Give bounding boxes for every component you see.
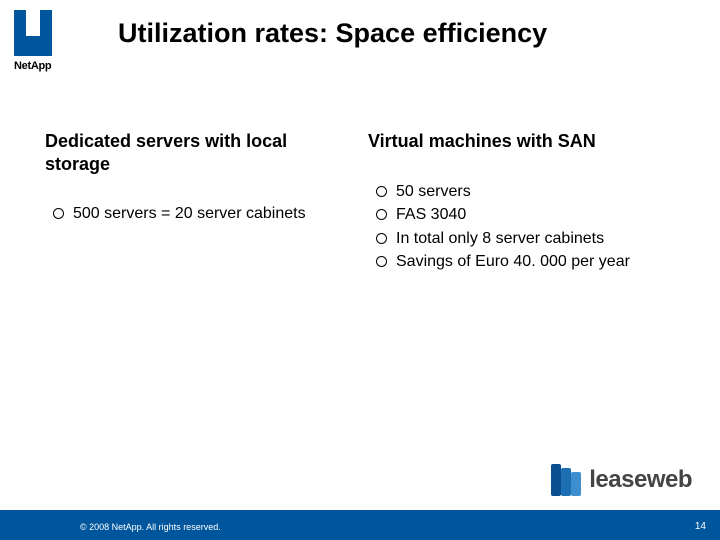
footer-copyright: © 2008 NetApp. All rights reserved. [80,522,221,532]
netapp-logo: NetApp [14,10,74,72]
list-item: Savings of Euro 40. 000 per year [396,251,688,273]
right-column: Virtual machines with SAN 50 servers FAS… [368,130,688,275]
slide: NetApp Utilization rates: Space efficien… [0,0,720,540]
slide-title: Utilization rates: Space efficiency [118,18,547,49]
right-column-heading: Virtual machines with SAN [368,130,688,153]
list-item: 50 servers [396,181,688,203]
list-item: 500 servers = 20 server cabinets [73,203,345,225]
partner-logo: leaseweb [551,464,692,496]
page-number: 14 [695,521,706,532]
leaseweb-logo-mark [551,464,581,496]
left-column: Dedicated servers with local storage 500… [45,130,345,227]
leaseweb-logo-text: leaseweb [589,466,692,494]
list-item: FAS 3040 [396,204,688,226]
left-column-heading: Dedicated servers with local storage [45,130,345,175]
left-bullet-list: 500 servers = 20 server cabinets [45,203,345,225]
netapp-logo-text: NetApp [14,60,74,72]
list-item: In total only 8 server cabinets [396,228,688,250]
right-bullet-list: 50 servers FAS 3040 In total only 8 serv… [368,181,688,273]
netapp-logo-mark [14,10,52,56]
